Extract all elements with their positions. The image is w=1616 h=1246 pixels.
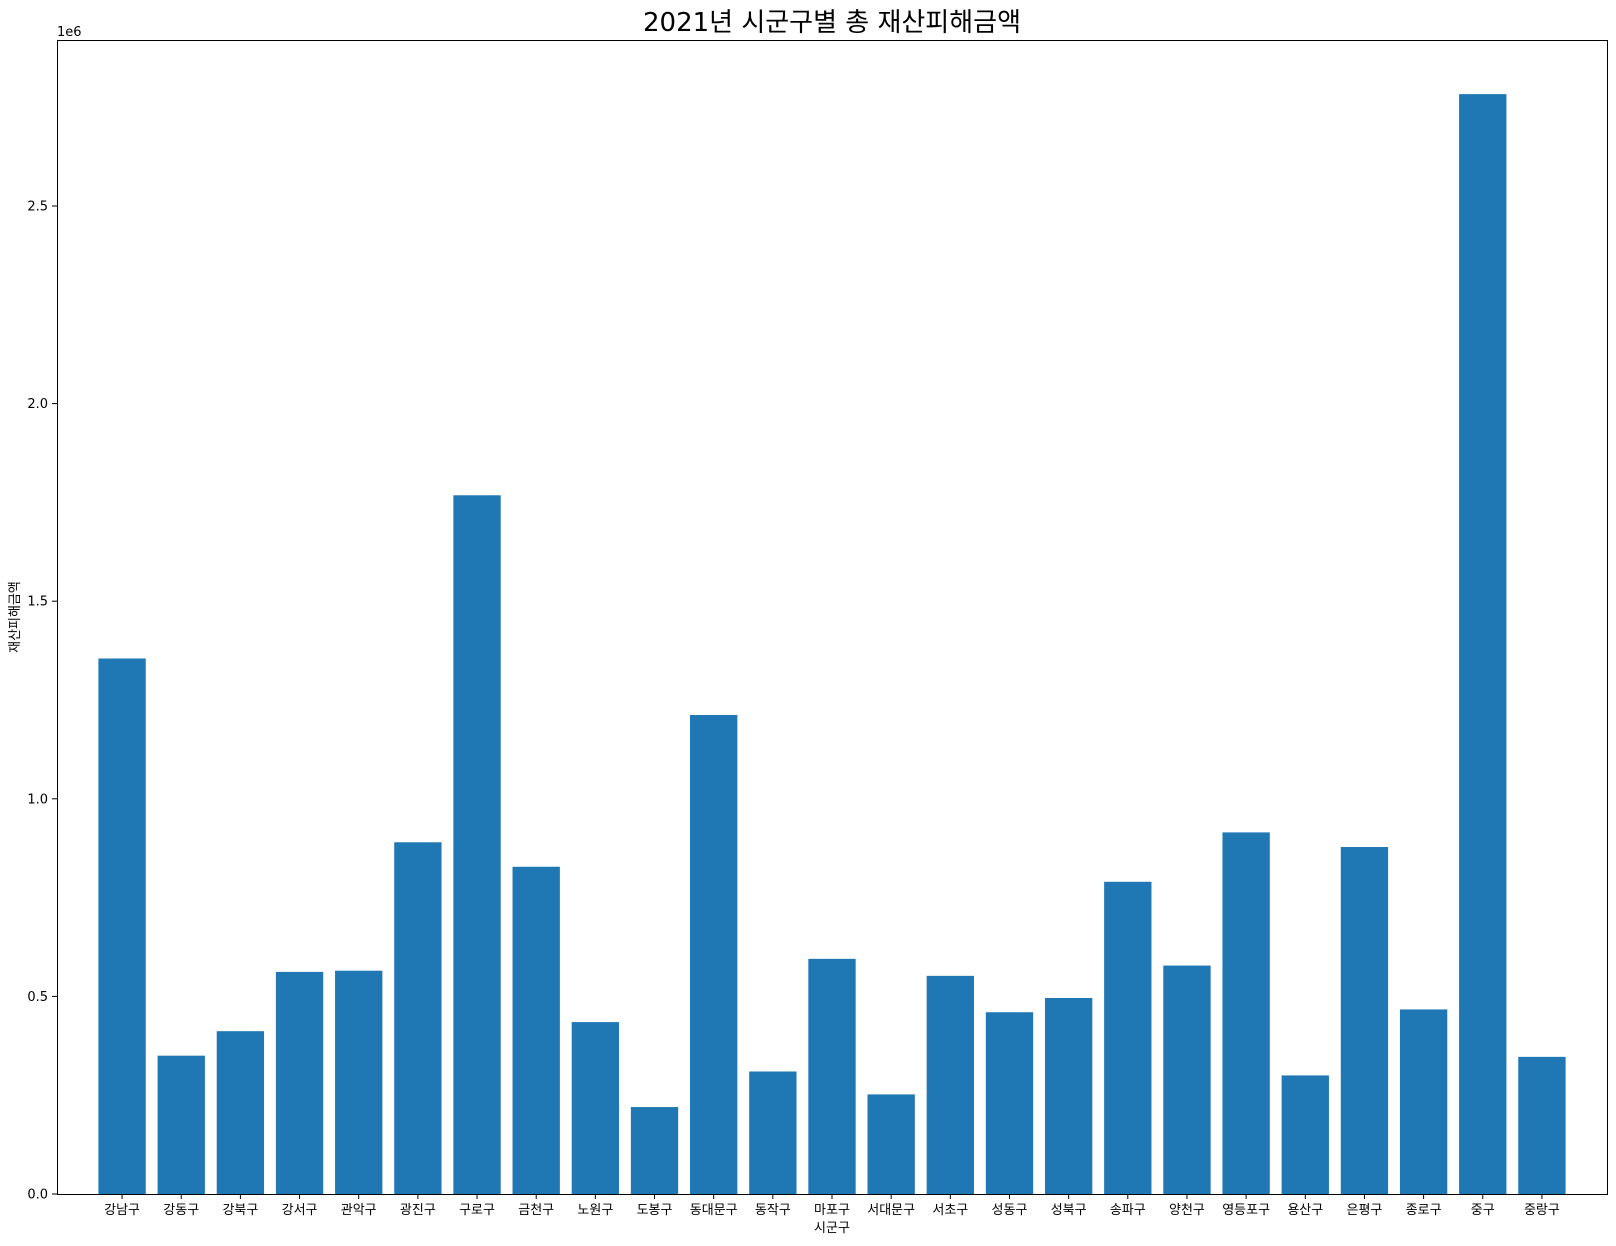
y-tick-label: 0.5 <box>27 990 48 1005</box>
bar-중구 <box>1459 94 1507 1194</box>
bar-서초구 <box>926 975 974 1194</box>
chart-title: 2021년 시군구별 총 재산피해금액 <box>643 8 1021 38</box>
bar-동대문구 <box>690 715 738 1194</box>
bar-노원구 <box>571 1022 620 1194</box>
x-tick-label: 구로구 <box>459 1203 495 1218</box>
bar-금천구 <box>512 866 560 1194</box>
y-tick-label: 1.0 <box>27 792 48 807</box>
x-tick-label: 동작구 <box>755 1203 791 1218</box>
x-tick-label: 광진구 <box>400 1203 436 1218</box>
bar-영등포구 <box>1222 832 1270 1194</box>
bar-마포구 <box>808 958 856 1194</box>
x-tick-label: 중랑구 <box>1524 1203 1560 1218</box>
x-tick-label: 관악구 <box>341 1203 377 1218</box>
y-tick-label: 2.5 <box>27 199 48 214</box>
x-tick-label: 동대문구 <box>690 1203 738 1218</box>
bar-성동구 <box>985 1012 1034 1194</box>
x-tick-label: 노원구 <box>577 1203 613 1218</box>
x-tick-label: 서초구 <box>932 1203 968 1218</box>
bar-은평구 <box>1340 847 1389 1194</box>
plot-frame <box>57 40 1608 1195</box>
x-tick-label: 금천구 <box>518 1203 554 1218</box>
bar-광진구 <box>394 842 442 1194</box>
y-tick-label: 2.0 <box>27 397 48 412</box>
y-tick-label: 1.5 <box>27 595 48 610</box>
bar-강북구 <box>216 1031 265 1194</box>
x-tick-label: 강동구 <box>163 1203 199 1218</box>
x-tick-label: 은평구 <box>1346 1203 1382 1218</box>
x-tick-label: 서대문구 <box>867 1203 915 1218</box>
x-axis-label: 시군구 <box>814 1221 850 1236</box>
bar-강서구 <box>275 971 324 1194</box>
bar-서대문구 <box>867 1094 915 1194</box>
bar-용산구 <box>1281 1075 1329 1194</box>
x-tick-label: 중구 <box>1471 1203 1495 1218</box>
x-tick-label: 양천구 <box>1169 1203 1205 1218</box>
bar-도봉구 <box>630 1107 679 1194</box>
x-tick-label: 영등포구 <box>1222 1203 1270 1218</box>
bar-동작구 <box>749 1071 797 1194</box>
y-offset-text: 1e6 <box>57 25 82 40</box>
x-tick-label: 강남구 <box>104 1203 140 1218</box>
bar-종로구 <box>1399 1009 1448 1194</box>
bar-양천구 <box>1163 965 1211 1194</box>
x-tick-label: 강북구 <box>222 1203 258 1218</box>
bar-구로구 <box>453 495 501 1194</box>
bar-중랑구 <box>1518 1056 1566 1194</box>
y-axis-ticks: 0.0 0.5 1.0 1.5 2.0 2.5 <box>27 199 57 1203</box>
y-axis-label: 재산피해금액 <box>8 581 23 653</box>
x-tick-label: 성북구 <box>1051 1203 1087 1218</box>
x-tick-label: 성동구 <box>992 1203 1028 1218</box>
y-tick-label: 0.0 <box>27 1188 48 1203</box>
bar-송파구 <box>1104 881 1152 1194</box>
x-axis-ticks: 강남구 강동구 강북구 강서구 관악구 광진구 구로구 금천구 노원구 도봉구 동대문구 동작구 마포구… <box>104 1194 1560 1218</box>
x-tick-label: 도봉구 <box>637 1203 673 1218</box>
bar-성북구 <box>1044 997 1093 1194</box>
bar-강동구 <box>157 1055 205 1194</box>
x-tick-label: 용산구 <box>1287 1203 1323 1218</box>
x-tick-label: 송파구 <box>1110 1203 1146 1218</box>
x-tick-label: 종로구 <box>1406 1203 1442 1218</box>
bar-관악구 <box>335 970 383 1194</box>
bar-강남구 <box>98 658 146 1194</box>
bars <box>98 94 1566 1194</box>
x-tick-label: 강서구 <box>282 1203 318 1218</box>
x-tick-label: 마포구 <box>814 1203 850 1218</box>
